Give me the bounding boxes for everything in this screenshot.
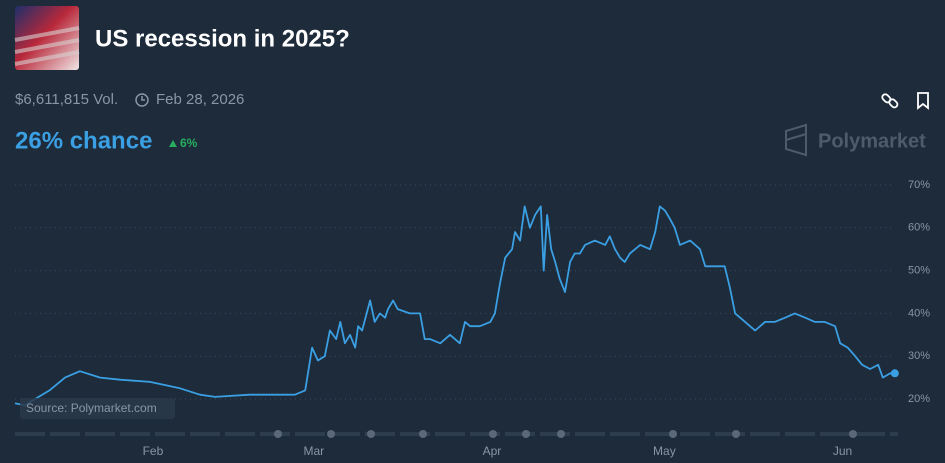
x-tick-label: Mar bbox=[303, 444, 324, 458]
link-button[interactable] bbox=[881, 93, 899, 109]
y-tick-label: 50% bbox=[908, 264, 930, 276]
logo: Polymarket bbox=[818, 130, 926, 152]
volume: $6,611,815 Vol. bbox=[15, 91, 118, 108]
x-tick-label: Jun bbox=[833, 444, 852, 458]
timeline bbox=[15, 430, 898, 438]
market-icon bbox=[14, 6, 80, 70]
y-tick-label: 40% bbox=[908, 307, 930, 319]
end-date: Feb 28, 2026 bbox=[156, 91, 244, 108]
y-tick-label: 30% bbox=[908, 350, 930, 362]
source-box bbox=[20, 398, 175, 419]
y-tick-label: 20% bbox=[908, 393, 930, 405]
source: Source: Polymarket.com bbox=[26, 401, 157, 415]
y-tick-label: 60% bbox=[908, 222, 930, 234]
y-tick-label: 70% bbox=[908, 179, 930, 191]
chance: 26% chance bbox=[15, 127, 152, 154]
change: 6% bbox=[180, 136, 198, 150]
last-point bbox=[890, 369, 899, 378]
logo-icon bbox=[785, 123, 807, 157]
market-title: US recession in 2025? bbox=[95, 25, 350, 52]
x-tick-label: May bbox=[653, 444, 676, 458]
x-tick-label: Apr bbox=[483, 444, 502, 458]
x-tick-label: Feb bbox=[143, 444, 164, 458]
price-line bbox=[14, 205, 895, 407]
change-arrow bbox=[169, 140, 177, 147]
bookmark-button[interactable] bbox=[917, 92, 929, 110]
clock-icon bbox=[135, 93, 149, 107]
